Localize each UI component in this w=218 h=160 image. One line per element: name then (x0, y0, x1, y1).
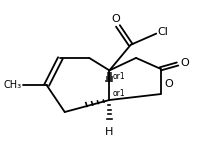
Text: or1: or1 (113, 89, 125, 98)
Text: CH₃: CH₃ (3, 80, 22, 90)
Text: O: O (111, 14, 120, 24)
Text: O: O (164, 79, 173, 89)
Text: H: H (105, 127, 114, 137)
Text: or1: or1 (113, 72, 125, 81)
Text: Cl: Cl (157, 27, 168, 37)
Text: O: O (181, 58, 189, 68)
